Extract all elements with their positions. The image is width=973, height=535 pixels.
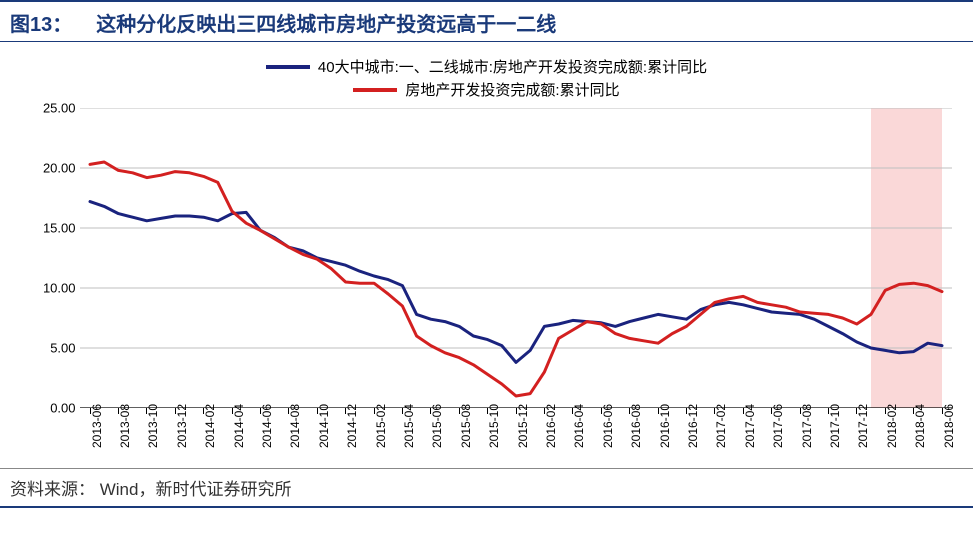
x-tick-label: 2015-12 (516, 404, 530, 448)
x-tick-label: 2013-08 (118, 404, 132, 448)
x-tick-label: 2016-10 (658, 404, 672, 448)
x-tick-label: 2015-08 (459, 404, 473, 448)
x-tick-label: 2014-08 (288, 404, 302, 448)
legend-item-tier12: 40大中城市:一、二线城市:房地产开发投资完成额:累计同比 (266, 56, 707, 77)
x-tick-label: 2013-10 (146, 404, 160, 448)
x-tick-label: 2018-02 (885, 404, 899, 448)
x-tick-label: 2017-04 (743, 404, 757, 448)
y-tick-label: 15.00 (43, 221, 76, 236)
x-tick-label: 2013-12 (175, 404, 189, 448)
y-tick-label: 10.00 (43, 281, 76, 296)
figure-title: 这种分化反映出三四线城市房地产投资远高于一二线 (96, 8, 556, 37)
x-tick-label: 2016-06 (601, 404, 615, 448)
legend: 40大中城市:一、二线城市:房地产开发投资完成额:累计同比 房地产开发投资完成额… (0, 56, 973, 102)
x-tick-label: 2015-02 (374, 404, 388, 448)
x-tick-label: 2015-06 (430, 404, 444, 448)
x-tick-label: 2017-06 (771, 404, 785, 448)
x-tick-label: 2017-12 (856, 404, 870, 448)
source-text: Wind，新时代证券研究所 (100, 480, 292, 499)
x-tick-label: 2014-06 (260, 404, 274, 448)
legend-swatch (266, 65, 310, 69)
x-tick-label: 2018-04 (913, 404, 927, 448)
source-row: 资料来源： Wind，新时代证券研究所 (0, 468, 973, 508)
x-tick-label: 2013-06 (90, 404, 104, 448)
chart: 0.005.0010.0015.0020.0025.00 2013-062013… (22, 108, 952, 468)
x-tick-label: 2016-12 (686, 404, 700, 448)
source-label: 资料来源： (10, 480, 95, 499)
x-tick-label: 2014-02 (203, 404, 217, 448)
figure-label: 图13： (10, 8, 72, 37)
x-tick-label: 2015-10 (487, 404, 501, 448)
x-tick-label: 2017-08 (800, 404, 814, 448)
x-tick-label: 2015-04 (402, 404, 416, 448)
x-tick-label: 2014-10 (317, 404, 331, 448)
x-tick-label: 2016-04 (572, 404, 586, 448)
x-tick-label: 2018-06 (942, 404, 956, 448)
y-tick-label: 20.00 (43, 161, 76, 176)
legend-swatch (353, 88, 397, 92)
figure-header: 图13： 这种分化反映出三四线城市房地产投资远高于一二线 (0, 0, 973, 42)
x-tick-label: 2017-10 (828, 404, 842, 448)
x-tick-label: 2016-02 (544, 404, 558, 448)
x-axis: 2013-062013-082013-102013-122014-022014-… (80, 408, 952, 468)
plot-svg (80, 108, 952, 408)
y-tick-label: 25.00 (43, 101, 76, 116)
legend-item-national: 房地产开发投资完成额:累计同比 (353, 79, 619, 100)
x-tick-label: 2014-04 (232, 404, 246, 448)
x-tick-label: 2014-12 (345, 404, 359, 448)
legend-label: 40大中城市:一、二线城市:房地产开发投资完成额:累计同比 (318, 56, 707, 77)
plot-area (80, 108, 952, 408)
x-tick-label: 2016-08 (629, 404, 643, 448)
x-tick-label: 2017-02 (714, 404, 728, 448)
y-axis: 0.005.0010.0015.0020.0025.00 (22, 108, 80, 468)
legend-label: 房地产开发投资完成额:累计同比 (405, 79, 619, 100)
y-tick-label: 5.00 (50, 341, 75, 356)
y-tick-label: 0.00 (50, 401, 75, 416)
